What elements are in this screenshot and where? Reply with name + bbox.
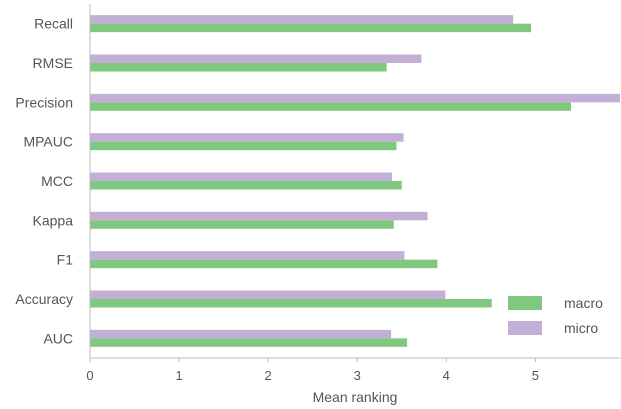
bar-micro-auc bbox=[90, 329, 392, 339]
bar-micro-accuracy bbox=[90, 290, 446, 299]
bar-micro-kappa bbox=[90, 211, 428, 221]
bar-macro-auc bbox=[90, 338, 408, 347]
x-tick-label-2: 2 bbox=[265, 368, 272, 383]
legend-swatch-micro bbox=[508, 321, 542, 335]
y-tick-label-mpauc: MPAUC bbox=[23, 134, 73, 150]
x-axis-label: Mean ranking bbox=[313, 389, 398, 405]
x-tick-label-4: 4 bbox=[443, 368, 450, 383]
y-tick-label-mcc: MCC bbox=[41, 173, 73, 189]
x-axis-tick-labels: 0 1 2 3 4 5 bbox=[86, 358, 539, 383]
bar-macro-precision bbox=[90, 102, 572, 111]
y-tick-label-auc: AUC bbox=[43, 330, 73, 346]
bar-micro-mpauc bbox=[90, 133, 404, 142]
y-tick-label-precision: Precision bbox=[15, 94, 73, 110]
x-tick-label-5: 5 bbox=[532, 368, 539, 383]
y-tick-label-kappa: Kappa bbox=[33, 212, 74, 228]
bar-macro-mpauc bbox=[90, 141, 397, 151]
bar-macro-accuracy bbox=[90, 299, 492, 308]
bar-micro-f1 bbox=[90, 251, 405, 260]
x-tick-label-3: 3 bbox=[354, 368, 361, 383]
bar-micro-precision bbox=[90, 93, 620, 103]
y-tick-label-accuracy: Accuracy bbox=[15, 291, 73, 307]
y-tick-label-rmse: RMSE bbox=[33, 55, 73, 71]
y-tick-label-recall: Recall bbox=[34, 16, 73, 32]
legend: macro micro bbox=[508, 295, 603, 336]
legend-label-micro: micro bbox=[564, 320, 598, 336]
bar-macro-mcc bbox=[90, 181, 402, 190]
bar-micro-recall bbox=[90, 15, 514, 24]
bar-macro-f1 bbox=[90, 259, 438, 269]
x-tick-label-1: 1 bbox=[175, 368, 182, 383]
bars-layer bbox=[90, 15, 620, 347]
legend-label-macro: macro bbox=[564, 295, 603, 311]
bar-micro-mcc bbox=[90, 172, 392, 181]
x-tick-label-0: 0 bbox=[86, 368, 93, 383]
bar-macro-rmse bbox=[90, 63, 387, 72]
bar-micro-rmse bbox=[90, 54, 422, 63]
bar-macro-kappa bbox=[90, 220, 394, 229]
y-tick-label-f1: F1 bbox=[57, 252, 74, 268]
legend-swatch-macro bbox=[508, 296, 542, 310]
y-axis-tick-labels: Recall RMSE Precision MPAUC MCC Kappa F1 Accura… bbox=[15, 16, 73, 347]
bar-macro-recall bbox=[90, 23, 531, 33]
